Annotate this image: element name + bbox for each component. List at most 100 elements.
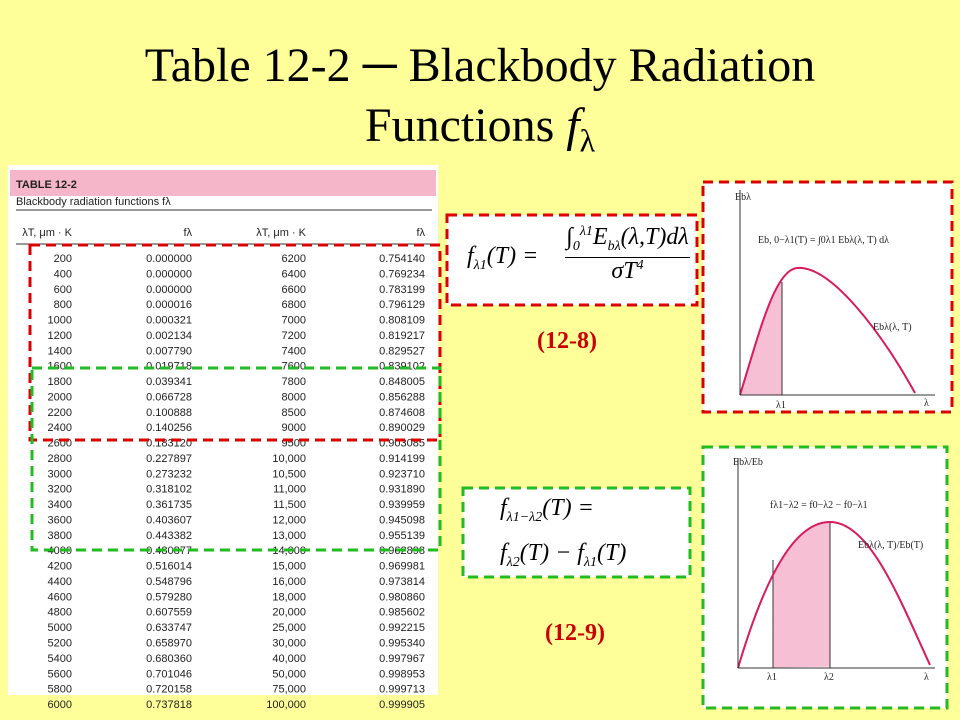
eq-part: f bbox=[467, 243, 474, 269]
table-cell: 6400 bbox=[282, 268, 306, 280]
column-header: λT, μm · K bbox=[256, 227, 306, 239]
eq-sub: λ2 bbox=[506, 554, 520, 570]
table-cell: 1000 bbox=[48, 315, 72, 327]
table-cell: 0.140256 bbox=[146, 422, 192, 434]
table-cell: 0.007790 bbox=[146, 345, 192, 357]
table-cell: 0.914199 bbox=[379, 453, 425, 465]
table-cell: 0.000016 bbox=[146, 299, 192, 311]
equation-label: (12-9) bbox=[545, 620, 605, 646]
graph-annotation: fλ1−λ2 = f0−λ2 − f0−λ1 bbox=[770, 500, 868, 511]
table-cell: 0.183120 bbox=[146, 438, 192, 450]
title-symbol-sub: λ bbox=[579, 122, 596, 159]
table-cell: 4800 bbox=[48, 607, 72, 619]
table-caption: Blackbody radiation functions fλ bbox=[16, 196, 171, 208]
equation-box bbox=[445, 213, 699, 307]
x-mark: λ2 bbox=[824, 672, 834, 683]
table-cell: 25,000 bbox=[272, 622, 306, 634]
table-cell: 800 bbox=[54, 299, 72, 311]
eq-part: (T) = bbox=[486, 243, 539, 269]
denominator: σT4 bbox=[565, 258, 690, 285]
table-cell: 0.579280 bbox=[146, 591, 192, 603]
table-cell: 0.227897 bbox=[146, 453, 192, 465]
title-line2: Functions fλ bbox=[0, 98, 960, 160]
table-cell: 0.992215 bbox=[379, 622, 425, 634]
table-cell: 4200 bbox=[48, 561, 72, 573]
table-cell: 13,000 bbox=[272, 530, 306, 542]
x-mark: λ1 bbox=[776, 400, 786, 411]
table-cell: 7800 bbox=[282, 376, 306, 388]
graph-annotation: Eb, 0−λ1(T) = ∫0λ1 Ebλ(λ, T) dλ bbox=[758, 235, 889, 246]
table-cell: 0.680360 bbox=[146, 653, 192, 665]
table-cell: 3400 bbox=[48, 499, 72, 511]
table-cell: 0.998953 bbox=[379, 668, 425, 680]
table-image bbox=[8, 165, 438, 695]
table-cell: 6000 bbox=[48, 699, 72, 711]
table-cell: 0.754140 bbox=[379, 253, 425, 265]
table-cell: 4600 bbox=[48, 591, 72, 603]
table-cell: 0.318102 bbox=[146, 484, 192, 496]
table-cell: 0.039341 bbox=[146, 376, 192, 388]
table-cell: 0.939959 bbox=[379, 499, 425, 511]
table-cell: 8500 bbox=[282, 407, 306, 419]
eq-part: f bbox=[500, 540, 507, 566]
equation-2-line2: fλ2(T) − fλ1(T) bbox=[500, 540, 626, 571]
table-cell: 3000 bbox=[48, 468, 72, 480]
eq-sup: 4 bbox=[636, 257, 644, 273]
eq-sub: λ1 bbox=[473, 257, 487, 273]
table-cell: 15,000 bbox=[272, 561, 306, 573]
table: TABLE 12-2 Blackbody radiation functions … bbox=[16, 179, 425, 711]
table-cell: 0.066728 bbox=[146, 391, 192, 403]
table-cell: 0.000000 bbox=[146, 253, 192, 265]
table-cell: 5000 bbox=[48, 622, 72, 634]
table-cell: 0.002134 bbox=[146, 330, 192, 342]
table-cell: 100,000 bbox=[266, 699, 306, 711]
curve-label: Ebλ(λ, T)/Eb(T) bbox=[858, 540, 923, 551]
table-cell: 18,000 bbox=[272, 591, 306, 603]
table-cell: 4000 bbox=[48, 545, 72, 557]
table-cell: 1200 bbox=[48, 330, 72, 342]
table-cell: 3800 bbox=[48, 530, 72, 542]
table-cell: 0.890029 bbox=[379, 422, 425, 434]
table-cell: 0.783199 bbox=[379, 284, 425, 296]
curve bbox=[737, 520, 931, 669]
table-cell: 6600 bbox=[282, 284, 306, 296]
table-cell: 0.720158 bbox=[146, 684, 192, 696]
graph-x-label: λ bbox=[924, 398, 929, 409]
table-cell: 0.856288 bbox=[379, 391, 425, 403]
column-header: fλ bbox=[416, 227, 425, 239]
table-cell: 0.769234 bbox=[379, 268, 425, 280]
table-cell: 8000 bbox=[282, 391, 306, 403]
table-cell: 1600 bbox=[48, 361, 72, 373]
table-cell: 20,000 bbox=[272, 607, 306, 619]
table-cell: 0.361735 bbox=[146, 499, 192, 511]
table-cell: 0.607559 bbox=[146, 607, 192, 619]
graph-box bbox=[701, 180, 954, 414]
column-header: λT, μm · K bbox=[22, 227, 72, 239]
eq-sub: λ1−λ2 bbox=[506, 509, 543, 525]
table-cell: 0.516014 bbox=[146, 561, 192, 573]
table-cell: 1400 bbox=[48, 345, 72, 357]
table-cell: 0.980860 bbox=[379, 591, 425, 603]
highlight-box bbox=[28, 243, 442, 442]
shaded-area bbox=[740, 279, 782, 395]
highlight-box bbox=[30, 366, 442, 552]
table-cell: 0.923710 bbox=[379, 468, 425, 480]
table-cell: 1800 bbox=[48, 376, 72, 388]
equation-2-line1: fλ1−λ2(T) = bbox=[500, 495, 594, 526]
equation-box bbox=[461, 486, 692, 579]
table-cell: 7000 bbox=[282, 315, 306, 327]
eq-part: E bbox=[592, 224, 608, 250]
table-cell: 9000 bbox=[282, 422, 306, 434]
table-cell: 0.874608 bbox=[379, 407, 425, 419]
eq-part: (λ,T)dλ bbox=[620, 224, 689, 250]
table-header-band bbox=[10, 170, 436, 196]
table-cell: 50,000 bbox=[272, 668, 306, 680]
shaded-area bbox=[773, 522, 830, 668]
graph-y-label: Ebλ/Eb bbox=[733, 457, 763, 468]
table-cell: 2000 bbox=[48, 391, 72, 403]
table-cell: 600 bbox=[54, 284, 72, 296]
table-cell: 0.273232 bbox=[146, 468, 192, 480]
table-cell: 0.658970 bbox=[146, 638, 192, 650]
